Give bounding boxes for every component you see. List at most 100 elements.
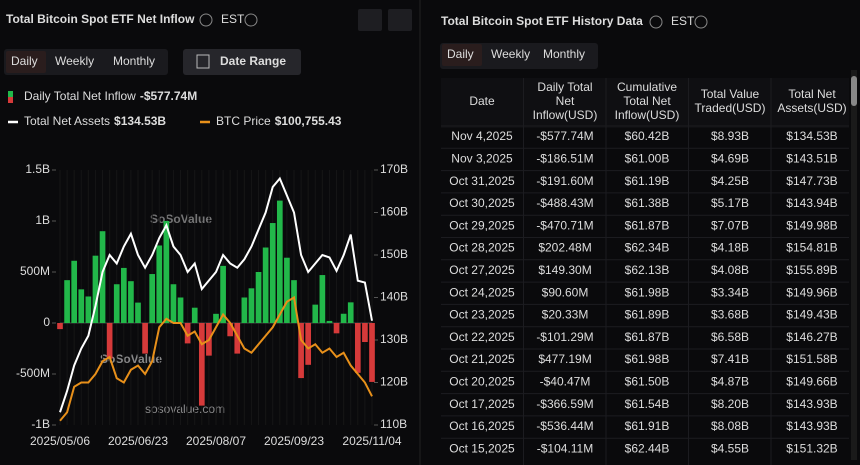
bar <box>85 296 92 323</box>
tab[interactable]: Monthly <box>543 47 585 61</box>
table-cell: $61.91B <box>625 419 670 433</box>
table-cell: Oct 30,2025 <box>449 196 515 210</box>
tab-active <box>6 51 46 73</box>
table-cell: $61.54B <box>625 397 670 411</box>
timezone: EST <box>671 14 695 28</box>
bar <box>340 313 347 323</box>
table-cell: $7.07B <box>711 218 749 232</box>
y2-tick-label: 150B <box>380 247 408 261</box>
panel-title: Total Bitcoin Spot ETF Net Inflow <box>6 12 195 26</box>
table-cell: $62.34B <box>625 241 670 255</box>
tab[interactable]: Weekly <box>55 54 94 68</box>
info-icon[interactable] <box>649 15 663 29</box>
table-cell: Oct 29,2025 <box>449 218 515 232</box>
table-cell: $61.98B <box>625 285 670 299</box>
date-range-button[interactable] <box>183 49 301 75</box>
column-header: Date <box>469 94 495 108</box>
legend-value: $134.53B <box>114 114 166 128</box>
line <box>59 176 373 413</box>
info-icon[interactable] <box>694 15 708 29</box>
scrollbar-thumb[interactable] <box>851 76 857 106</box>
table-cell: $61.38B <box>625 196 670 210</box>
bar <box>191 307 198 323</box>
bar <box>113 284 120 323</box>
table-cell: $62.44B <box>625 441 670 455</box>
table-cell: $8.08B <box>711 419 749 433</box>
table-cell: Oct 16,2025 <box>449 419 515 433</box>
legend-label: BTC Price <box>216 114 271 128</box>
table-cell: Oct 15,2025 <box>449 441 515 455</box>
bar <box>170 284 177 323</box>
table-cell: Oct 22,2025 <box>449 330 515 344</box>
tab[interactable]: Daily <box>447 47 474 61</box>
tab[interactable]: Weekly <box>491 47 530 61</box>
column-header: Total Value Traded(USD) <box>695 87 766 115</box>
table-cell: -$104.11M <box>537 441 593 455</box>
table-cell: $4.18B <box>711 241 749 255</box>
bar <box>326 320 333 323</box>
table-cell: $147.73B <box>786 174 837 188</box>
bar <box>149 274 156 323</box>
bar <box>220 265 226 323</box>
y2-tick-label: 170B <box>380 162 408 176</box>
table-cell: -$470.71M <box>536 218 593 232</box>
y-tick-label: 0 <box>43 315 50 329</box>
bar <box>184 323 191 344</box>
bar <box>163 221 170 323</box>
table-cell: $3.34B <box>711 285 749 299</box>
legend-swatch <box>8 97 13 103</box>
table-cell: Oct 20,2025 <box>449 374 515 388</box>
table-cell: Nov 3,2025 <box>451 151 513 165</box>
info-icon[interactable] <box>244 13 258 27</box>
table-cell: $477.19M <box>538 352 591 366</box>
table-cell: $90.60M <box>542 285 589 299</box>
bar <box>362 323 368 343</box>
date-range-label[interactable]: Date Range <box>220 54 286 68</box>
bar <box>369 323 375 382</box>
bar <box>284 257 290 323</box>
bar <box>227 323 234 337</box>
table-cell: Oct 28,2025 <box>449 241 515 255</box>
table-cell: $151.32B <box>786 441 837 455</box>
table-cell: $3.68B <box>711 308 749 322</box>
bar <box>78 289 85 323</box>
table-cell: $143.93B <box>786 419 837 433</box>
table-cell: $143.51B <box>786 151 837 165</box>
table-cell: -$366.59M <box>536 397 593 411</box>
table-cell: $7.41B <box>711 352 749 366</box>
bar <box>347 302 354 323</box>
table-cell: $154.81B <box>786 241 837 255</box>
y-tick-label: -1B <box>31 417 50 431</box>
calendar-icon <box>196 54 210 69</box>
bar <box>241 297 248 323</box>
x-tick-label: 2025/08/07 <box>186 434 246 448</box>
share-button[interactable] <box>388 9 412 31</box>
y2-tick-label: 110B <box>380 417 407 431</box>
y2-tick-label: 130B <box>380 332 408 346</box>
table-cell: $61.19B <box>625 174 670 188</box>
info-icon[interactable] <box>199 13 213 27</box>
table-cell: $143.94B <box>786 196 837 210</box>
table-cell: $143.93B <box>786 397 837 411</box>
bar <box>198 323 205 406</box>
legend-swatch <box>8 91 13 97</box>
bar <box>135 302 141 323</box>
table-cell: -$191.60M <box>536 174 593 188</box>
bar <box>255 272 262 323</box>
legend-label: Total Net Assets <box>24 114 110 128</box>
bar <box>234 323 241 354</box>
table-cell: $61.87B <box>625 330 670 344</box>
scrollbar-track <box>851 70 857 460</box>
table-cell: $151.58B <box>786 352 837 366</box>
bar <box>106 323 113 359</box>
tab[interactable]: Daily <box>11 54 38 68</box>
x-tick-label: 2025/11/04 <box>342 434 401 448</box>
y-tick-label: 1.5B <box>25 162 50 176</box>
table-cell: $61.87B <box>625 218 670 232</box>
tab[interactable]: Monthly <box>113 54 155 68</box>
table-cell: $60.42B <box>625 129 670 143</box>
bar <box>248 288 255 323</box>
fullscreen-button[interactable] <box>358 9 382 31</box>
column-header: Total Net Assets(USD) <box>777 87 846 115</box>
y-tick-label: -500M <box>16 366 50 380</box>
